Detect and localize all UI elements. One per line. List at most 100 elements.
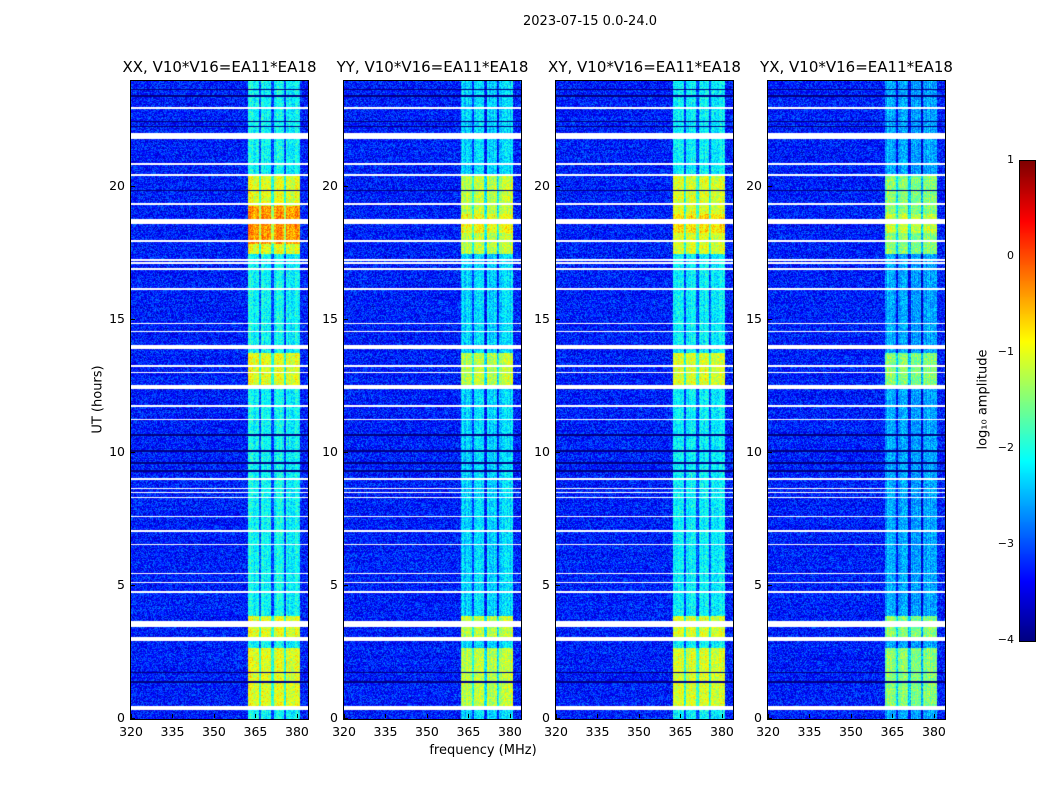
spectrogram-heatmap: [768, 81, 945, 719]
x-tick-mark: [296, 714, 298, 718]
x-tick-mark: [680, 714, 682, 718]
panel-title: YX, V10*V16=EA11*EA18: [760, 58, 953, 76]
y-tick-mark: [344, 718, 348, 719]
y-tick-mark: [768, 319, 772, 321]
y-tick-label: 15: [322, 311, 338, 327]
colorbar-tick-label: 0: [1007, 249, 1014, 262]
x-tick-label: 350: [202, 724, 226, 739]
y-tick-label: 5: [542, 577, 550, 593]
panel-title: XX, V10*V16=EA11*EA18: [122, 58, 317, 76]
y-tick-label: 0: [117, 710, 125, 725]
x-tick-mark: [213, 714, 215, 718]
x-tick-mark: [850, 714, 852, 718]
x-tick-label: 365: [243, 724, 268, 739]
y-tick-label: 0: [542, 710, 550, 725]
y-tick-label: 20: [746, 178, 762, 194]
y-tick-label: 15: [746, 311, 762, 327]
x-tick-mark: [344, 714, 345, 718]
y-axis-label: UT (hours): [90, 365, 106, 434]
x-tick-label: 380: [710, 724, 734, 739]
x-tick-mark: [385, 714, 387, 718]
y-tick-mark: [768, 452, 772, 454]
y-tick-mark: [344, 585, 348, 587]
y-tick-mark: [556, 718, 560, 719]
y-tick-label: 15: [534, 311, 550, 327]
colorbar-tick-label: −2: [997, 441, 1014, 454]
y-tick-mark: [344, 319, 348, 321]
spectrogram-panel: [130, 80, 309, 720]
y-tick-mark: [131, 186, 135, 188]
x-tick-mark: [721, 714, 723, 718]
x-tick-label: 350: [627, 724, 651, 739]
x-tick-label: 320: [119, 724, 143, 739]
x-tick-label: 380: [285, 724, 309, 739]
x-tick-mark: [768, 714, 769, 718]
y-tick-label: 10: [109, 444, 125, 460]
panel-title: YY, V10*V16=EA11*EA18: [336, 58, 529, 76]
y-tick-mark: [131, 452, 135, 454]
x-tick-mark: [556, 714, 557, 718]
x-tick-label: 365: [668, 724, 693, 739]
x-tick-label: 365: [456, 724, 481, 739]
x-tick-label: 335: [160, 724, 185, 739]
y-tick-label: 10: [534, 444, 550, 460]
spectrogram-panel: [767, 80, 946, 720]
y-tick-label: 10: [746, 444, 762, 460]
y-tick-label: 5: [330, 577, 338, 593]
y-tick-label: 20: [534, 178, 550, 194]
x-tick-label: 380: [498, 724, 522, 739]
x-tick-mark: [255, 714, 257, 718]
colorbar-tick-label: −1: [997, 345, 1014, 358]
spectrogram-heatmap: [556, 81, 733, 719]
x-tick-mark: [509, 714, 511, 718]
x-tick-label: 350: [839, 724, 863, 739]
x-tick-mark: [172, 714, 174, 718]
y-tick-mark: [768, 186, 772, 188]
y-tick-label: 10: [322, 444, 338, 460]
y-tick-mark: [768, 585, 772, 587]
x-tick-mark: [468, 714, 470, 718]
y-tick-mark: [556, 319, 560, 321]
x-tick-label: 320: [332, 724, 356, 739]
x-tick-mark: [809, 714, 811, 718]
colorbar-tick-label: 1: [1007, 153, 1014, 166]
y-tick-label: 20: [322, 178, 338, 194]
panel-title: XY, V10*V16=EA11*EA18: [548, 58, 741, 76]
y-tick-label: 5: [754, 577, 762, 593]
y-tick-mark: [768, 718, 772, 719]
y-tick-mark: [344, 186, 348, 188]
x-tick-mark: [933, 714, 935, 718]
x-tick-label: 350: [415, 724, 439, 739]
x-tick-label: 335: [373, 724, 398, 739]
y-tick-label: 5: [117, 577, 125, 593]
spectrogram-heatmap: [131, 81, 308, 719]
y-tick-mark: [131, 718, 135, 719]
y-tick-label: 0: [330, 710, 338, 725]
y-tick-mark: [131, 585, 135, 587]
y-tick-mark: [556, 585, 560, 587]
x-tick-mark: [638, 714, 640, 718]
x-tick-mark: [426, 714, 428, 718]
x-tick-label: 320: [544, 724, 568, 739]
y-tick-mark: [344, 452, 348, 454]
y-tick-mark: [131, 319, 135, 321]
colorbar-tick-label: −3: [997, 537, 1014, 550]
colorbar-tick-label: −4: [997, 633, 1014, 646]
x-tick-mark: [131, 714, 132, 718]
x-tick-label: 335: [585, 724, 610, 739]
x-axis-label: frequency (MHz): [429, 743, 537, 758]
x-tick-label: 380: [922, 724, 946, 739]
colorbar: [1019, 160, 1036, 642]
y-tick-mark: [556, 186, 560, 188]
x-tick-label: 320: [756, 724, 780, 739]
y-tick-label: 20: [109, 178, 125, 194]
y-tick-mark: [556, 452, 560, 454]
spectrogram-panel: [343, 80, 522, 720]
spectrogram-heatmap: [344, 81, 521, 719]
x-tick-mark: [892, 714, 894, 718]
figure-title: 2023-07-15 0.0-24.0: [523, 14, 657, 29]
y-tick-label: 0: [754, 710, 762, 725]
spectrogram-panel: [555, 80, 734, 720]
x-tick-label: 365: [880, 724, 905, 739]
